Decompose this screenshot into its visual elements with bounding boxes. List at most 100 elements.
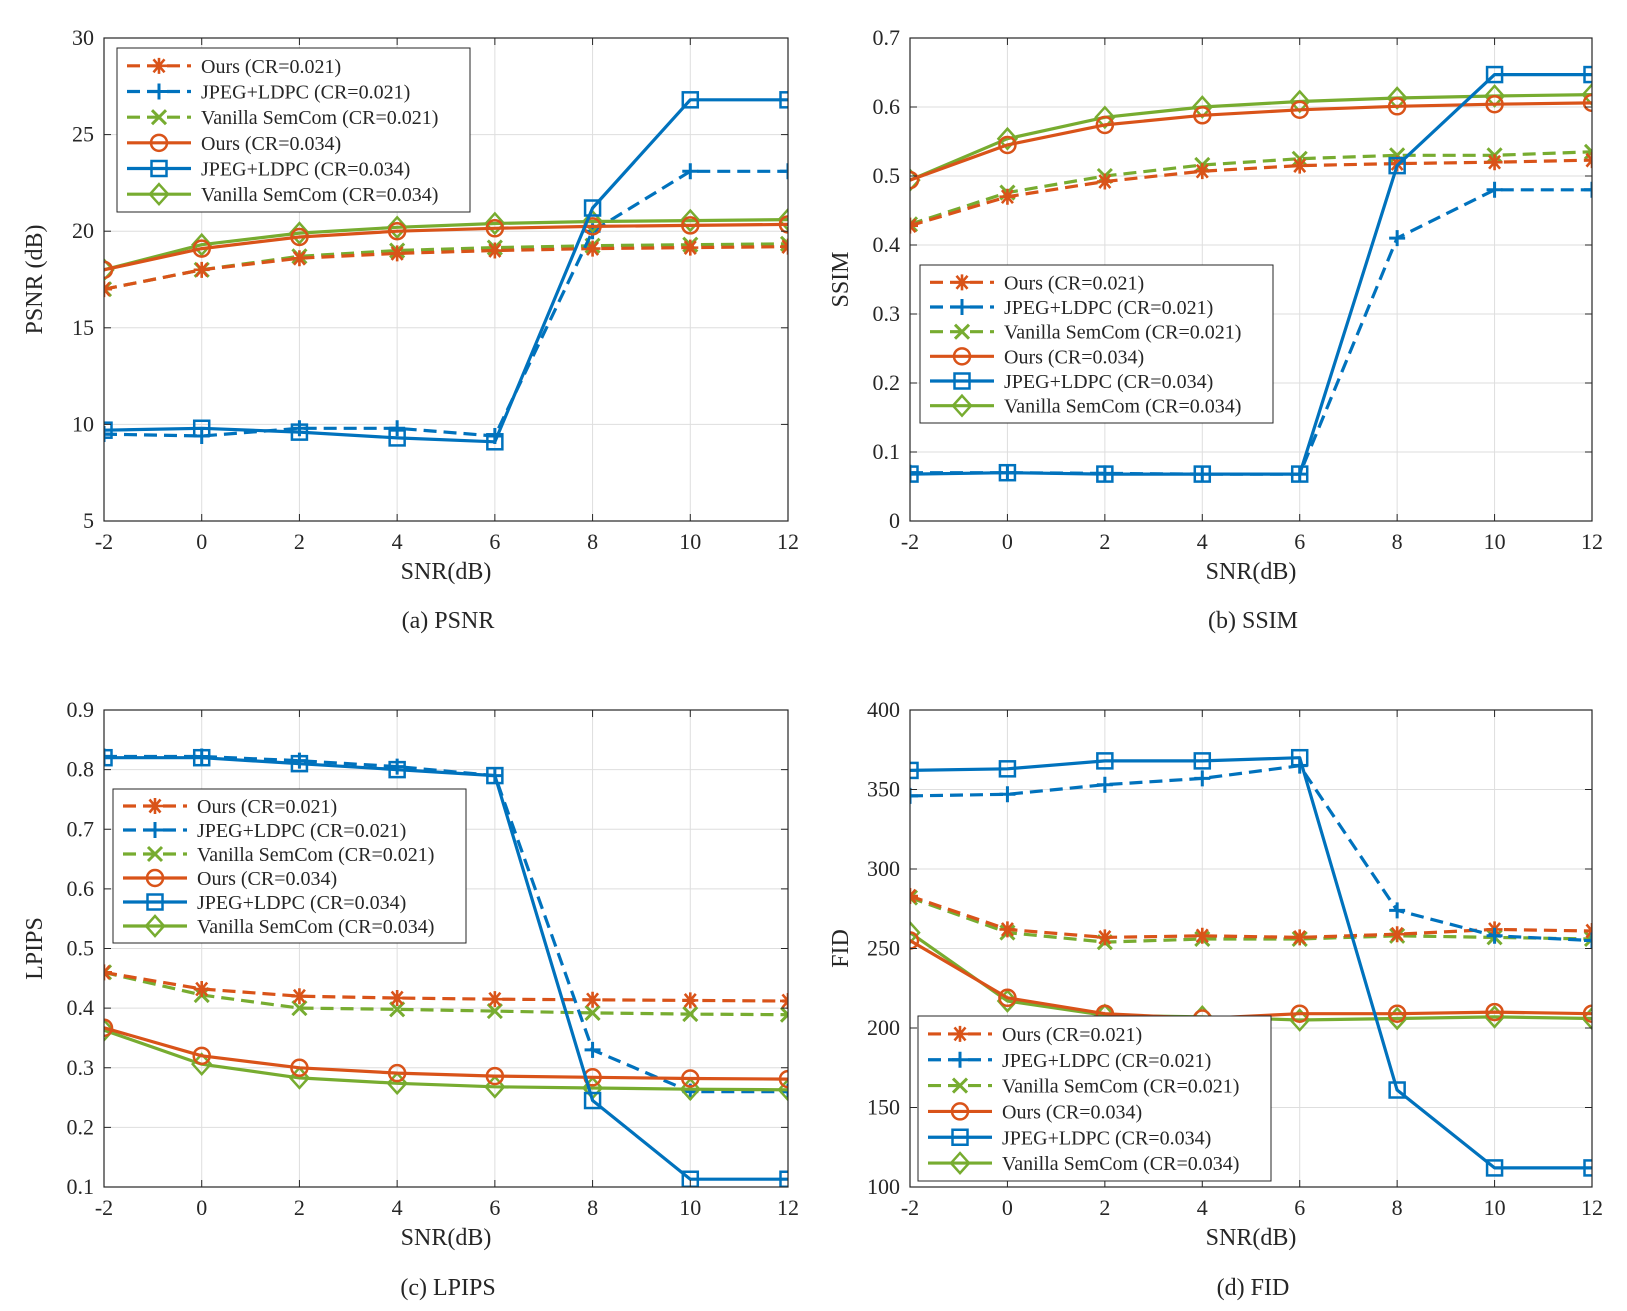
plot-area: [910, 65, 1592, 483]
data-point: [485, 219, 505, 238]
legend-entry: JPEG+LDPC (CR=0.021): [930, 297, 1213, 319]
legend-entry: Vanilla SemCom (CR=0.034): [127, 182, 438, 207]
y-tick-label: 0.7: [873, 25, 901, 50]
data-point: [486, 991, 503, 1008]
x-axis-label: SNR(dB): [1206, 1225, 1297, 1251]
data-point: [1584, 932, 1592, 949]
data-point: [681, 91, 700, 109]
legend-box: [917, 1015, 1272, 1182]
series-line: [104, 98, 788, 444]
series: [910, 152, 1592, 234]
data-point: [682, 992, 699, 1009]
data-point: [910, 787, 918, 804]
data-point: [584, 240, 601, 257]
x-tick-label: 8: [587, 529, 598, 554]
data-point: [681, 1069, 700, 1088]
series-line: [104, 970, 788, 1017]
data-point: [1194, 163, 1211, 180]
data-point: [291, 250, 308, 267]
x-tick-label: 12: [777, 529, 799, 554]
legend-box: [112, 788, 467, 944]
series: [104, 91, 788, 451]
series-line: [104, 1028, 788, 1092]
legend-label: Vanilla SemCom (CR=0.034): [1004, 396, 1241, 418]
x-tick-label: 0: [1002, 1195, 1013, 1220]
y-tick-label: 0.5: [873, 163, 901, 188]
x-tick-label: 0: [196, 529, 207, 554]
y-tick-label: 10: [72, 411, 94, 436]
legend-marker: [953, 323, 971, 340]
x-tick-label: 8: [587, 1195, 598, 1220]
legend-marker: [952, 1051, 968, 1068]
data-point: [1389, 902, 1406, 919]
series-line: [104, 970, 788, 1003]
x-tick-label: 6: [1294, 1195, 1305, 1220]
series-line: [104, 756, 788, 1181]
plot-area: [104, 91, 788, 451]
legend-marker: [150, 159, 168, 178]
series-line: [104, 169, 788, 438]
data-point: [679, 1077, 701, 1102]
y-tick-label: 400: [867, 697, 900, 722]
data-point: [1486, 181, 1503, 198]
data-point: [484, 211, 506, 236]
data-point: [290, 1058, 309, 1077]
legend-entry: JPEG+LDPC (CR=0.021): [928, 1050, 1211, 1072]
legend-label: Ours (CR=0.021): [201, 56, 341, 78]
series: [104, 238, 788, 298]
data-point: [1583, 65, 1592, 84]
data-point: [778, 215, 788, 234]
data-point: [387, 1063, 407, 1083]
data-point: [1096, 173, 1113, 190]
y-tick-label: 25: [72, 122, 94, 147]
x-tick-label: 0: [1002, 529, 1013, 554]
data-point: [1583, 1159, 1592, 1177]
series: [104, 964, 788, 1009]
x-tick-label: 2: [294, 1195, 305, 1220]
legend-marker: [951, 1128, 969, 1146]
legend-entry: Vanilla SemCom (CR=0.021): [123, 844, 434, 866]
data-point: [1583, 930, 1592, 948]
legend-label: JPEG+LDPC (CR=0.021): [1002, 1050, 1211, 1072]
data-point: [1486, 154, 1503, 171]
data-point: [1289, 89, 1311, 114]
data-point: [192, 1046, 211, 1066]
x-axis-label: SNR(dB): [1206, 559, 1297, 585]
legend: Ours (CR=0.021) JPEG+LDPC (CR=0.021) Vanil…: [917, 1015, 1272, 1182]
data-point: [682, 163, 699, 180]
legend-marker: [953, 372, 971, 390]
data-point: [389, 989, 406, 1006]
legend-marker: [144, 914, 166, 938]
legend-marker: [148, 182, 170, 207]
data-point: [193, 261, 210, 278]
data-point: [998, 463, 1017, 482]
legend-marker: [146, 845, 164, 863]
chart-panel: -2 0 2 4 6 8 10 12 100 150 200 250 300 350 400 SNR(dB) F…: [828, 697, 1603, 1301]
x-tick-label: 12: [1581, 529, 1603, 554]
legend-marker: [950, 1102, 970, 1121]
data-point: [290, 754, 309, 773]
data-point: [104, 748, 113, 767]
y-tick-label: 350: [867, 777, 900, 802]
panel-caption: (a) PSNR: [402, 608, 495, 634]
series-line: [910, 158, 1592, 228]
data-point: [1290, 465, 1309, 483]
data-point: [386, 215, 408, 240]
x-tick-label: -2: [95, 529, 113, 554]
data-point: [1290, 748, 1309, 767]
data-point: [1386, 86, 1408, 110]
data-point: [779, 1170, 788, 1187]
x-tick-label: 12: [777, 1195, 799, 1220]
data-point: [1485, 1002, 1504, 1022]
y-tick-label: 0: [889, 508, 900, 533]
series-line: [910, 756, 1592, 1170]
y-axis-label: PSNR (dB): [22, 224, 48, 334]
data-point: [779, 1006, 788, 1023]
legend-label: Ours (CR=0.034): [1002, 1101, 1142, 1123]
series-line: [104, 218, 788, 272]
x-axis-label: SNR(dB): [401, 1225, 492, 1251]
legend-entry: Ours (CR=0.034): [127, 133, 341, 155]
data-point: [998, 760, 1017, 778]
y-tick-label: 0.1: [873, 439, 901, 464]
data-point: [583, 199, 602, 217]
